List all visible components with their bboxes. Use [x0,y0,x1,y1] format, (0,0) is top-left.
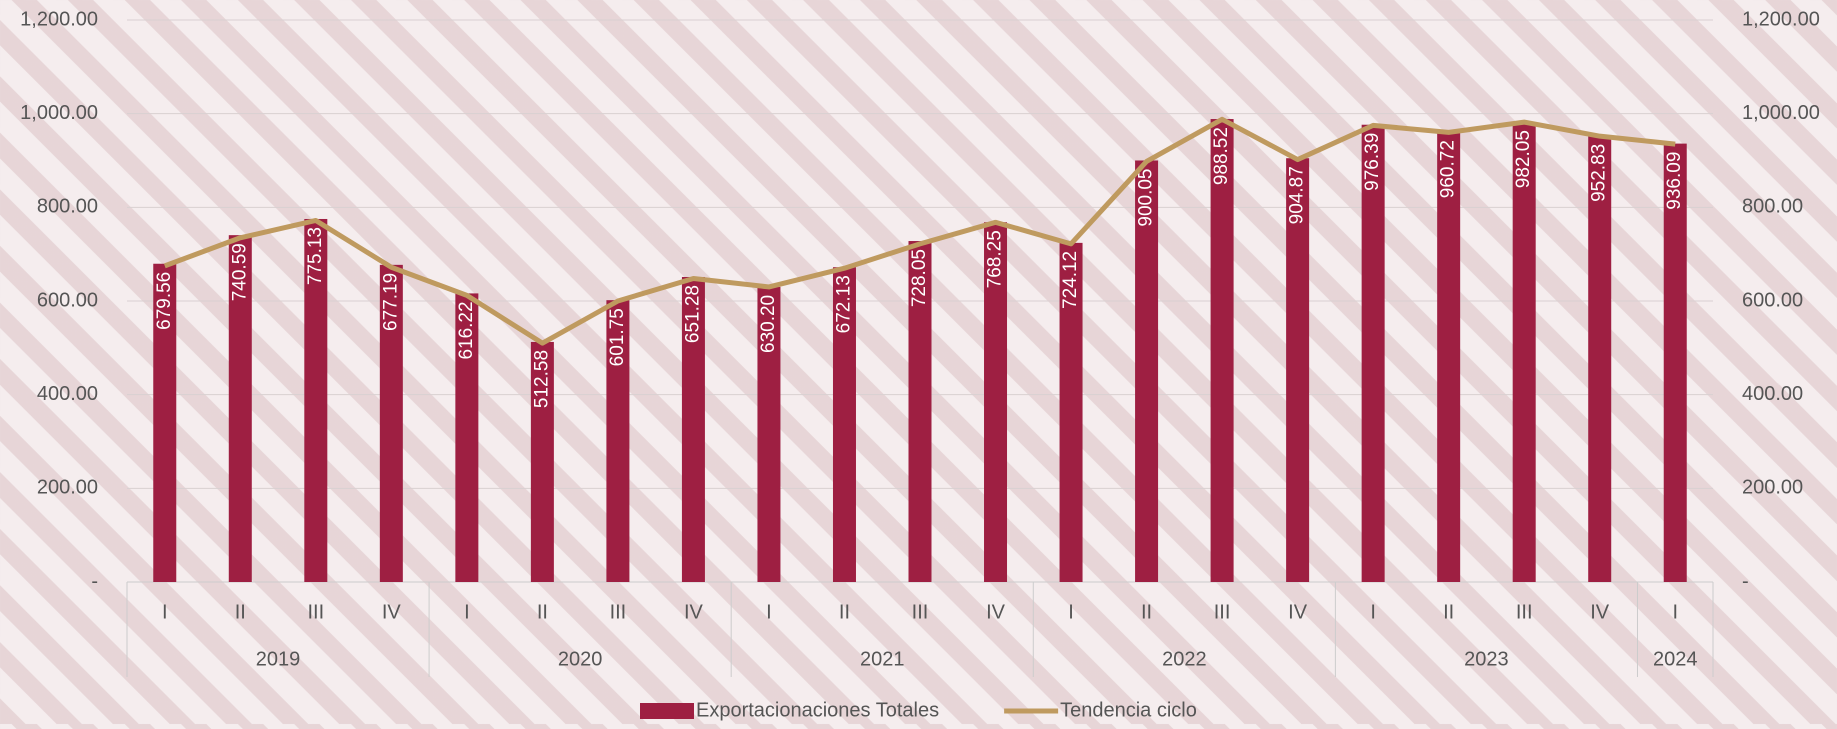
trend-line [163,116,1676,346]
data-label: 677.19 [380,273,401,331]
bar [606,300,630,582]
y-tick-label: 1,200.00 [20,8,98,30]
data-label: 904.87 [1287,166,1308,224]
x-tick-label: II [235,601,246,623]
x-tick-label: III [912,601,929,623]
data-label: 982.05 [1513,130,1534,188]
legend-swatch [640,703,694,719]
data-label: 936.09 [1664,152,1685,210]
x-tick-label: II [1141,601,1152,623]
group-label: 2021 [860,648,905,670]
data-label: 988.52 [1211,127,1232,185]
y2-tick-label: 1,200.00 [1742,8,1820,30]
bar [1588,135,1612,583]
group-label: 2020 [558,648,603,670]
bar [304,218,328,583]
x-tick-label: I [464,601,470,623]
x-tick-label: I [1068,601,1074,623]
group-label: 2022 [1162,648,1207,670]
data-label: 740.59 [229,243,250,301]
x-tick-label: I [766,601,772,623]
x-tick-label: III [307,601,324,623]
bar [530,341,554,582]
data-label: 672.13 [833,275,854,333]
bar [379,264,403,582]
data-label: 900.05 [1136,168,1157,226]
bar [832,267,856,582]
y-tick-label: 1,000.00 [20,102,98,124]
bar [1663,143,1687,583]
x-tick-label: II [537,601,548,623]
data-label: 616.22 [456,301,477,359]
bar [1135,160,1159,583]
x-tick-label: III [1516,601,1533,623]
bar [455,293,479,582]
legend-label: Tendencia ciclo [1060,699,1197,721]
x-tick-label: IV [986,601,1006,623]
x-tick-label: III [610,601,627,623]
x-tick-label: II [839,601,850,623]
data-label: 512.58 [531,350,552,408]
bar [984,222,1008,582]
bar [681,276,705,582]
data-label: 679.56 [154,272,175,330]
y2-tick-label: 600.00 [1742,289,1803,311]
x-tick-label: I [1370,601,1376,623]
x-tick-label: IV [1590,601,1610,623]
data-label: 601.75 [607,308,628,366]
x-tick-label: IV [1288,601,1308,623]
y-tick-label: 600.00 [37,289,98,311]
data-label: 960.72 [1438,140,1459,198]
legend-label: Exportacionaciones Totales [696,699,939,721]
data-label: 651.28 [682,285,703,343]
x-tick-label: III [1214,601,1231,623]
y-tick-label: 200.00 [37,477,98,499]
y2-tick-label: 400.00 [1742,383,1803,405]
data-label: 630.20 [758,295,779,353]
y2-tick-label: 800.00 [1742,196,1803,218]
bar [1059,242,1083,582]
bar [228,235,252,582]
x-tick-label: IV [684,601,704,623]
x-tick-label: I [162,601,168,623]
bar [908,241,932,583]
y-tick-label: 800.00 [37,196,98,218]
x-tick-label: II [1443,601,1454,623]
bar [757,286,781,582]
x-tick-label: IV [382,601,402,623]
y-tick-label: - [91,570,98,592]
group-label: 2024 [1653,648,1698,670]
data-label: 775.13 [305,227,326,285]
data-label: 952.83 [1589,144,1610,202]
bar [153,263,177,582]
data-label: 768.25 [985,230,1006,288]
bar [1210,119,1234,582]
y2-tick-label: 1,000.00 [1742,102,1820,124]
y2-tick-label: - [1742,570,1749,592]
bar [1286,158,1310,582]
y-tick-label: 400.00 [37,383,98,405]
bar [1361,124,1385,583]
group-label: 2019 [256,648,301,670]
data-label: 724.12 [1060,251,1081,309]
data-label: 728.05 [909,249,930,307]
data-label: 976.39 [1362,133,1383,191]
y2-tick-label: 200.00 [1742,477,1803,499]
bar [1512,122,1536,583]
group-label: 2023 [1464,648,1509,670]
bar [1437,132,1461,582]
x-tick-label: I [1672,601,1678,623]
